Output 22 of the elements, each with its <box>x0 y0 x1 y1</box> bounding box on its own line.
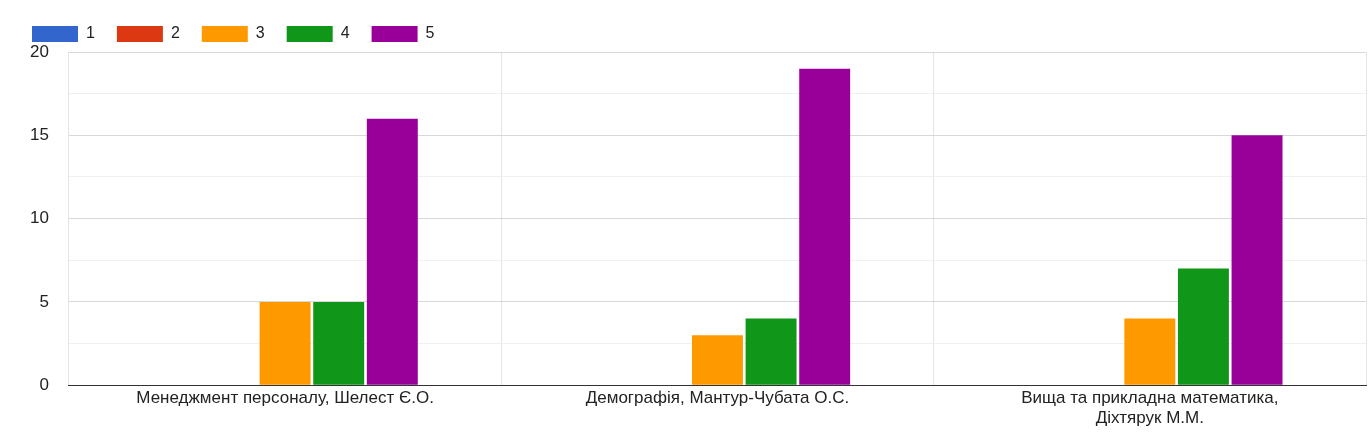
bar <box>1177 268 1229 385</box>
bar <box>1231 135 1283 385</box>
legend-label: 5 <box>425 24 435 42</box>
x-tick-label: Вища та прикладна математика, Діхтярук М.М. <box>1021 388 1279 428</box>
bar <box>366 118 418 385</box>
bar <box>259 301 311 385</box>
legend-label: 2 <box>170 24 180 42</box>
bar <box>1124 318 1176 385</box>
legend-label: 1 <box>86 24 95 42</box>
bar <box>313 301 365 385</box>
y-tick-label: 5 <box>39 291 49 311</box>
y-tick-label: 20 <box>29 41 49 61</box>
x-tick-label: Менеджмент персоналу, Шелест Є.О. <box>136 388 434 408</box>
bar <box>691 335 743 385</box>
y-tick-label: 10 <box>29 208 49 228</box>
x-tick-label: Демографія, Мантур-Чубата О.С. <box>585 388 850 408</box>
bar <box>799 68 851 385</box>
legend-label: 4 <box>340 24 350 42</box>
y-tick-label: 15 <box>29 124 49 144</box>
bar <box>745 318 797 385</box>
y-tick-label: 0 <box>39 374 49 394</box>
legend-label: 3 <box>255 24 265 42</box>
